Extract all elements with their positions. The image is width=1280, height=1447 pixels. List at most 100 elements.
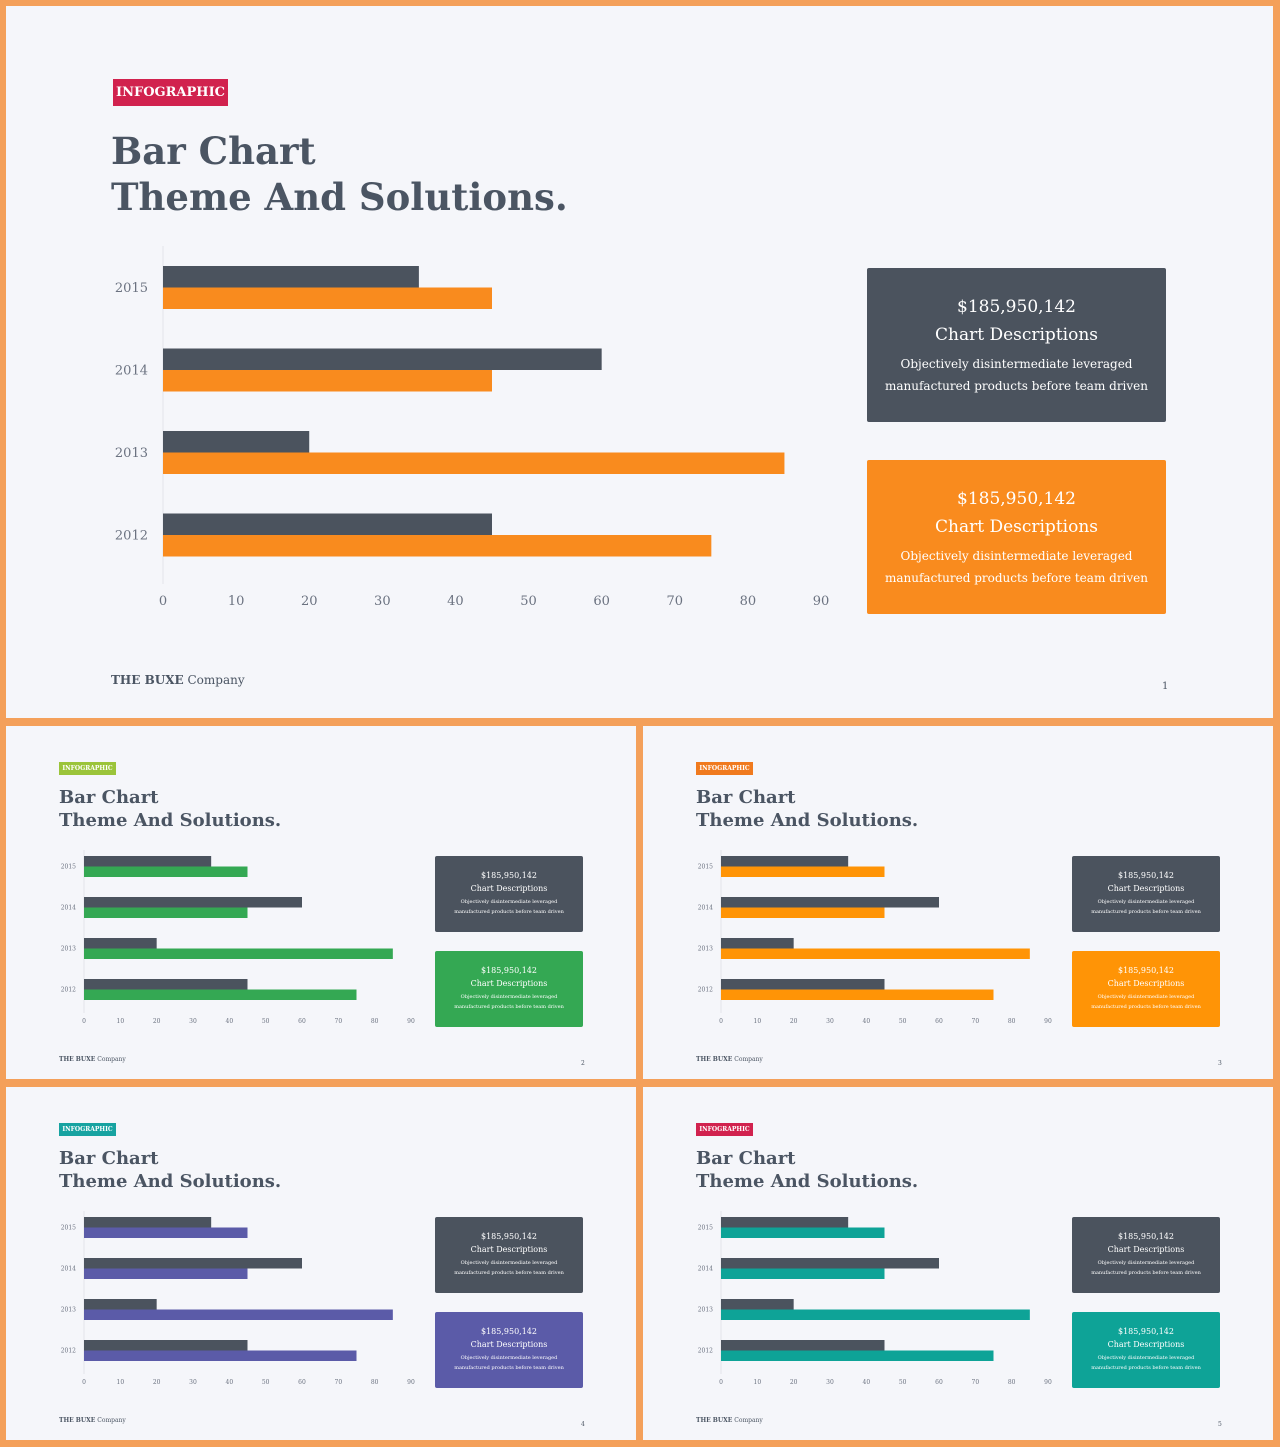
card-description-line-1: Objectively disintermediate leveraged (900, 549, 1133, 563)
card-heading: Chart Descriptions (470, 1245, 548, 1254)
chart-description-card-dark: $185,950,142 Chart Descriptions Objectiv… (1072, 856, 1220, 932)
y-tick-label: 2014 (698, 905, 713, 912)
card-heading: Chart Descriptions (1107, 1340, 1185, 1349)
title-line-1: Bar Chart (59, 1148, 159, 1169)
bar-2014-series-2 (721, 907, 885, 918)
y-tick-label: 2014 (61, 1266, 76, 1273)
title-line-2: Theme And Solutions. (696, 1170, 919, 1192)
bar-chart: 2015 2014 2013 2012 0 10 20 30 40 50 60 70 80 90 (698, 1211, 1052, 1386)
card-amount: $185,950,142 (1118, 966, 1174, 975)
bar-2014-series-1 (163, 348, 602, 370)
card-description-line-2: manufactured products before team driven (1091, 909, 1201, 915)
bar-2012-series-2 (721, 1350, 994, 1361)
slide-4[interactable]: INFOGRAPHIC Bar Chart Theme And Solution… (6, 1087, 636, 1440)
y-tick-label: 2015 (61, 1225, 76, 1232)
x-tick-label: 80 (1008, 1018, 1016, 1025)
title-line-2: Theme And Solutions. (59, 1170, 282, 1192)
y-tick-label: 2013 (698, 946, 713, 953)
card-amount: $185,950,142 (481, 871, 537, 880)
x-tick-label: 40 (863, 1018, 871, 1025)
page-number: 3 (1218, 1060, 1222, 1067)
y-tick-label: 2013 (115, 446, 148, 461)
company-name: THE BUXE Company (696, 1056, 763, 1063)
bar-2013-series-2 (721, 948, 1030, 959)
bar-2014-series-2 (84, 1268, 248, 1279)
x-tick-label: 0 (82, 1018, 86, 1025)
bar-2014-series-1 (721, 897, 939, 908)
x-tick-label: 30 (374, 594, 391, 609)
company-name: THE BUXE Company (59, 1056, 126, 1063)
bar-2014-series-2 (721, 1268, 885, 1279)
x-tick-label: 30 (189, 1379, 197, 1386)
x-tick-label: 60 (593, 594, 610, 609)
bar-2013-series-2 (163, 452, 785, 474)
title-line-2: Theme And Solutions. (696, 809, 919, 831)
y-tick-label: 2014 (698, 1266, 713, 1273)
x-tick-label: 0 (82, 1379, 86, 1386)
company-name-bold: THE BUXE (59, 1417, 96, 1424)
bar-2014-series-2 (163, 370, 492, 392)
bar-2015-series-1 (721, 1217, 849, 1228)
x-tick-label: 60 (935, 1379, 943, 1386)
card-description-line-1: Objectively disintermediate leveraged (1097, 1260, 1195, 1266)
bar-2012-series-2 (84, 1350, 357, 1361)
infographic-tag: INFOGRAPHIC (696, 762, 753, 775)
company-name-bold: THE BUXE (111, 673, 184, 687)
x-tick-label: 20 (153, 1018, 161, 1025)
x-tick-label: 0 (719, 1379, 723, 1386)
company-name: THE BUXE Company (59, 1417, 126, 1424)
company-name-rest: Company (187, 673, 245, 687)
x-tick-label: 10 (754, 1018, 762, 1025)
x-tick-label: 80 (371, 1379, 379, 1386)
y-tick-label: 2015 (698, 864, 713, 871)
bar-2013-series-1 (163, 431, 310, 453)
slide-3[interactable]: INFOGRAPHIC Bar Chart Theme And Solution… (643, 726, 1273, 1079)
card-description-line-2: manufactured products before team driven (1091, 1004, 1201, 1010)
card-description-line-1: Objectively disintermediate leveraged (1097, 899, 1195, 905)
chart-description-card-dark: $185,950,142 Chart Descriptions Objectiv… (867, 268, 1166, 422)
bar-2015-series-2 (721, 866, 885, 877)
y-tick-label: 2015 (115, 281, 148, 296)
x-tick-label: 20 (790, 1379, 798, 1386)
infographic-tag: INFOGRAPHIC (113, 79, 228, 106)
card-heading: Chart Descriptions (934, 517, 1098, 537)
y-tick-label: 2012 (115, 529, 148, 544)
title-line-1: Bar Chart (111, 129, 316, 173)
bar-2014-series-1 (84, 1258, 302, 1269)
x-tick-label: 90 (813, 594, 830, 609)
chart-description-card-accent: $185,950,142 Chart Descriptions Objectiv… (435, 1312, 583, 1388)
bar-chart: 2015 2014 2013 2012 0 10 20 30 40 50 60 70 80 90 (61, 1211, 415, 1386)
card-description-line-2: manufactured products before team driven (1091, 1365, 1201, 1371)
x-tick-label: 60 (298, 1018, 306, 1025)
bar-chart: 2015 2014 2013 2012 0 10 20 30 40 50 60 70 80 90 (115, 246, 830, 609)
x-tick-label: 70 (335, 1379, 343, 1386)
x-tick-label: 50 (520, 594, 537, 609)
y-tick-label: 2012 (61, 987, 76, 994)
slide-2[interactable]: INFOGRAPHIC Bar Chart Theme And Solution… (6, 726, 636, 1079)
x-tick-label: 80 (371, 1018, 379, 1025)
y-tick-label: 2015 (61, 864, 76, 871)
slide-1[interactable]: INFOGRAPHIC Bar Chart Theme And Solution… (6, 6, 1273, 718)
card-description-line-2: manufactured products before team driven (454, 1004, 564, 1010)
bar-2012-series-2 (84, 989, 357, 1000)
card-description-line-2: manufactured products before team driven (1091, 1270, 1201, 1276)
card-description-line-1: Objectively disintermediate leveraged (1097, 994, 1195, 1000)
company-name-bold: THE BUXE (696, 1056, 733, 1063)
bar-2015-series-1 (163, 266, 419, 288)
bar-2014-series-2 (84, 907, 248, 918)
chart-description-card-accent: $185,950,142 Chart Descriptions Objectiv… (1072, 951, 1220, 1027)
bar-2013-series-2 (84, 948, 393, 959)
card-description-line-1: Objectively disintermediate leveraged (460, 1260, 558, 1266)
y-tick-label: 2012 (61, 1348, 76, 1355)
x-tick-label: 30 (189, 1018, 197, 1025)
x-tick-label: 60 (935, 1018, 943, 1025)
bar-2015-series-2 (84, 866, 248, 877)
x-tick-label: 70 (972, 1379, 980, 1386)
slide-5[interactable]: INFOGRAPHIC Bar Chart Theme And Solution… (643, 1087, 1273, 1440)
x-tick-label: 40 (447, 594, 464, 609)
card-heading: Chart Descriptions (934, 325, 1098, 345)
bar-chart: 2015 2014 2013 2012 0 10 20 30 40 50 60 70 80 90 (61, 850, 415, 1025)
x-tick-label: 20 (790, 1018, 798, 1025)
x-tick-label: 40 (226, 1379, 234, 1386)
company-name-bold: THE BUXE (59, 1056, 96, 1063)
